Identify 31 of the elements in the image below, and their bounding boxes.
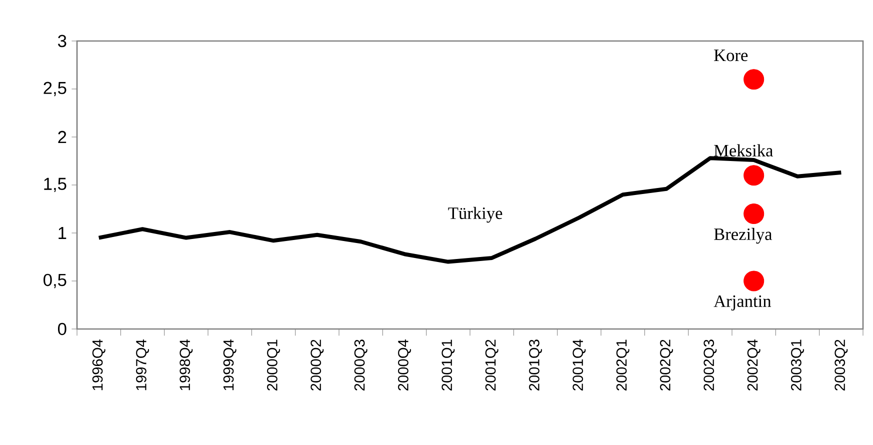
series-label: Meksika <box>714 144 774 156</box>
x-tick-label: 2002Q1 <box>616 340 630 390</box>
y-tick-label: 0,5 <box>44 274 66 288</box>
series-label: Arjantin <box>714 295 772 311</box>
y-tick-label: 1 <box>58 227 66 239</box>
x-tick-label: 2001Q3 <box>529 340 542 390</box>
x-tick-label: 1999Q4 <box>223 339 236 390</box>
x-tick-label: 2001Q4 <box>572 339 586 390</box>
x-tick-label: 1996Q4 <box>92 339 106 390</box>
series-label: Kore <box>714 50 748 62</box>
x-tick-label: 2001Q2 <box>485 340 498 390</box>
y-tick-label: 1,5 <box>44 178 66 192</box>
x-tick-label: 2003Q1 <box>791 340 804 390</box>
x-tick-label: 1998Q4 <box>180 339 193 390</box>
y-tick-label: 0 <box>58 322 66 336</box>
x-tick-label: 2000Q2 <box>310 340 324 390</box>
x-tick-label: 2003Q2 <box>834 340 848 390</box>
x-tick-label: 2002Q3 <box>704 340 717 390</box>
x-tick-label: 2002Q2 <box>660 340 673 390</box>
line-series <box>96 156 844 264</box>
y-tick-label: 3 <box>58 34 66 48</box>
x-tick-label: 2000Q3 <box>354 340 368 390</box>
x-tick-label: 2002Q4 <box>747 339 760 390</box>
x-tick-label: 2001Q1 <box>442 340 455 390</box>
x-tick-label: 2000Q1 <box>267 340 280 390</box>
y-tick-label: 2 <box>58 130 66 144</box>
x-tick-label: 1997Q4 <box>136 339 150 390</box>
series-label: Türkiye <box>448 206 502 223</box>
legend-label: Brezilya <box>714 228 772 244</box>
y-tick-label: 2,5 <box>44 82 66 96</box>
x-tick-label: 2000Q4 <box>398 339 411 390</box>
